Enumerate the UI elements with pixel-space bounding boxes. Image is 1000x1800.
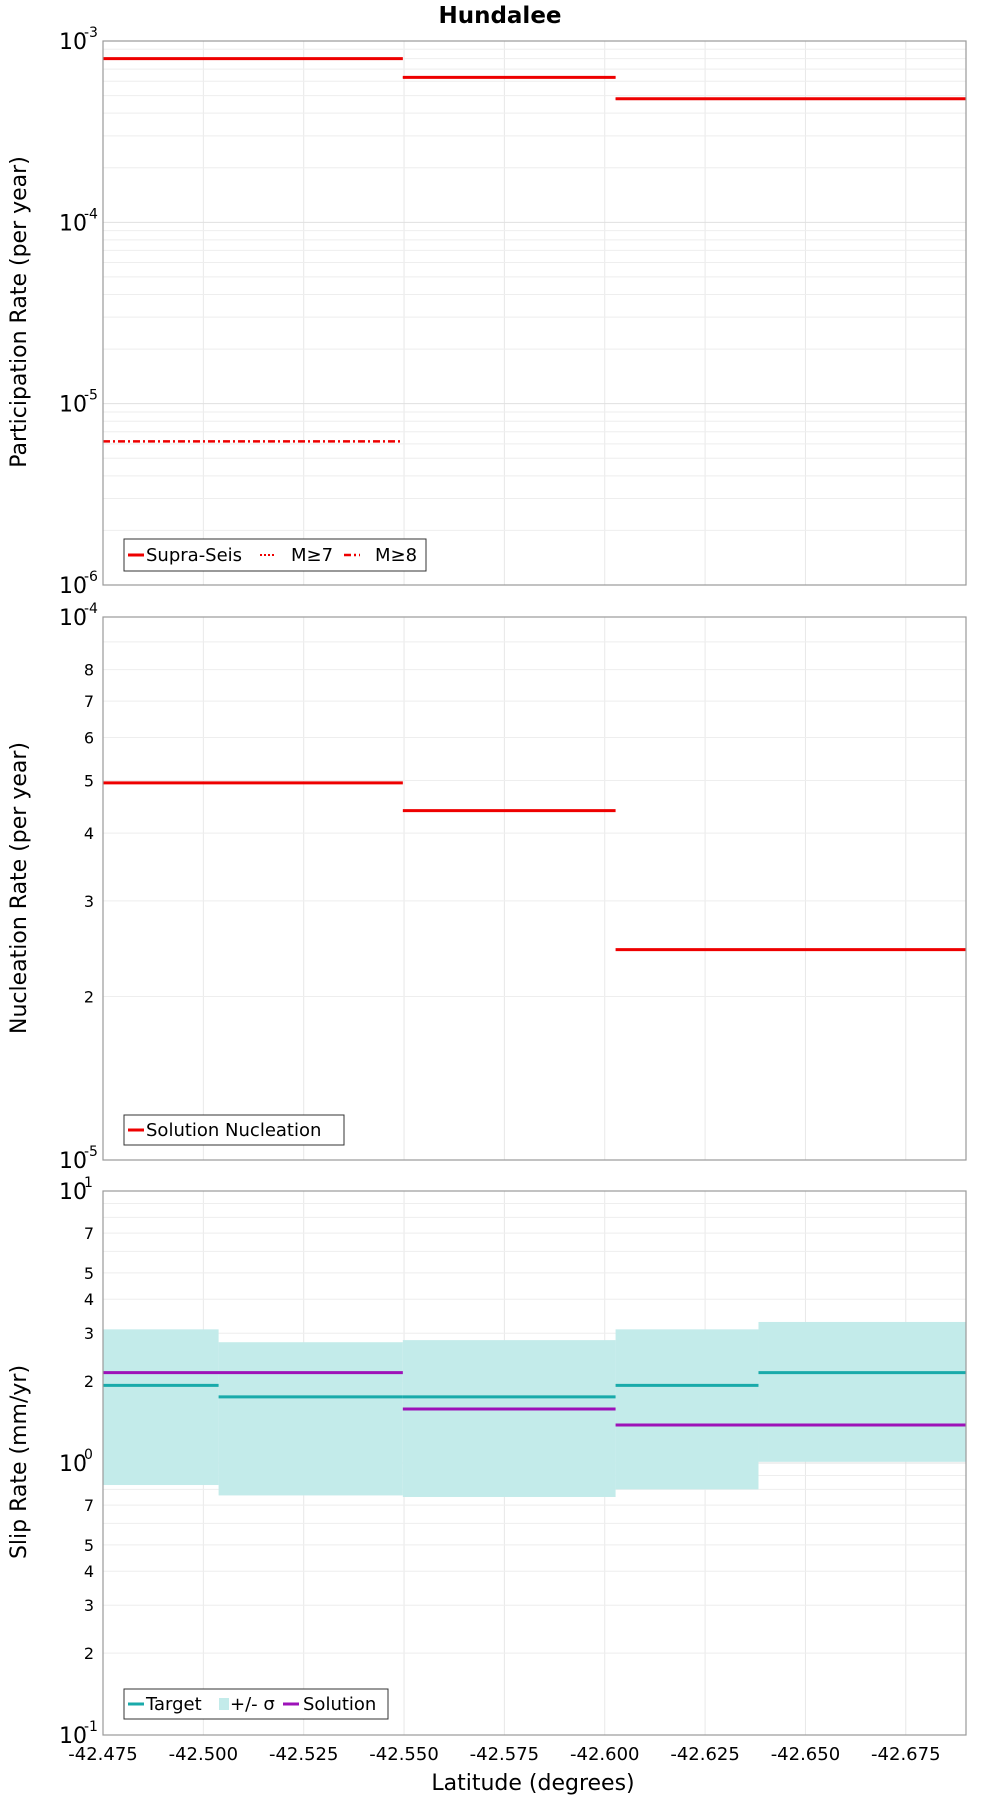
legend-box <box>123 1114 345 1146</box>
legend-entry-label: Solution Nucleation <box>146 1120 321 1141</box>
x-tick-label: -42.650 <box>771 1744 840 1765</box>
y-tick-label: 10 <box>59 1452 87 1477</box>
legend-box <box>123 1688 389 1720</box>
y-tick-exponent: 0 <box>84 1447 93 1463</box>
y-tick-exponent: -6 <box>84 569 98 585</box>
y-minor-tick-label: 7 <box>84 1496 94 1515</box>
y-tick-label: 10 <box>59 211 87 236</box>
y-minor-tick-label: 4 <box>84 1562 94 1581</box>
legend-entry-label: Target <box>145 1694 202 1715</box>
sigma-band-segment-1 <box>218 1342 403 1496</box>
y-minor-tick-label: 3 <box>84 1596 94 1615</box>
y-minor-tick-label: 4 <box>84 824 94 843</box>
y-minor-tick-label: 2 <box>84 1372 94 1391</box>
sigma-band-segment-4 <box>758 1321 966 1462</box>
x-tick-label: -42.625 <box>670 1744 739 1765</box>
nucleation-y-axis-label: Nucleation Rate (per year) <box>7 742 32 1034</box>
legend-entry-label: M≥8 <box>375 545 417 566</box>
x-axis-label: Latitude (degrees) <box>431 1771 634 1796</box>
legend-box <box>123 538 427 572</box>
y-tick-label: 10 <box>59 574 87 599</box>
legend-entry-label: +/- σ <box>230 1694 275 1715</box>
x-tick-label: -42.550 <box>369 1744 438 1765</box>
y-minor-tick-label: 2 <box>84 988 94 1007</box>
plot-frame <box>102 616 967 1161</box>
sigma-band-segment-3 <box>615 1329 759 1490</box>
y-tick-exponent: -4 <box>84 601 98 617</box>
y-minor-tick-label: 5 <box>84 1536 94 1555</box>
legend-entry-label: Supra-Seis <box>146 545 242 566</box>
y-tick-exponent: -4 <box>84 206 98 222</box>
participation-y-axis-label: Participation Rate (per year) <box>7 156 32 468</box>
y-minor-tick-label: 3 <box>84 892 94 911</box>
y-tick-label: 10 <box>59 1724 87 1749</box>
sigma-band-segment-0 <box>103 1329 219 1486</box>
legend-swatch-band <box>219 1698 229 1710</box>
y-minor-tick-label: 5 <box>84 771 94 790</box>
sigma-band-segment-2 <box>402 1340 616 1497</box>
x-tick-label: -42.675 <box>871 1744 940 1765</box>
chart-title: Hundalee <box>438 3 561 29</box>
y-tick-exponent: -1 <box>84 1719 98 1735</box>
slip-rate-y-axis-label: Slip Rate (mm/yr) <box>7 1365 32 1559</box>
y-minor-tick-label: 6 <box>84 728 94 747</box>
y-minor-tick-label: 4 <box>84 1290 94 1309</box>
y-tick-label: 10 <box>59 1149 87 1174</box>
legend-entry-label: Solution <box>303 1694 376 1715</box>
y-minor-tick-label: 8 <box>84 661 94 680</box>
y-tick-label: 10 <box>59 30 87 55</box>
x-tick-label: -42.575 <box>470 1744 539 1765</box>
x-tick-label: -42.500 <box>169 1744 238 1765</box>
y-tick-exponent: 1 <box>84 1175 93 1191</box>
y-tick-label: 10 <box>59 606 87 631</box>
legend-entry-label: M≥7 <box>291 545 333 566</box>
plot-frame <box>102 40 967 586</box>
y-tick-label: 10 <box>59 1180 87 1205</box>
plot-frame <box>102 1190 967 1736</box>
y-minor-tick-label: 2 <box>84 1644 94 1663</box>
y-tick-exponent: -3 <box>84 25 98 41</box>
y-tick-exponent: -5 <box>84 1144 98 1160</box>
y-minor-tick-label: 5 <box>84 1264 94 1283</box>
x-tick-label: -42.600 <box>570 1744 639 1765</box>
x-tick-label: -42.475 <box>68 1744 137 1765</box>
y-minor-tick-label: 7 <box>84 1224 94 1243</box>
y-tick-label: 10 <box>59 393 87 418</box>
x-tick-label: -42.525 <box>269 1744 338 1765</box>
y-minor-tick-label: 3 <box>84 1324 94 1343</box>
y-minor-tick-label: 7 <box>84 692 94 711</box>
y-tick-exponent: -5 <box>84 388 98 404</box>
